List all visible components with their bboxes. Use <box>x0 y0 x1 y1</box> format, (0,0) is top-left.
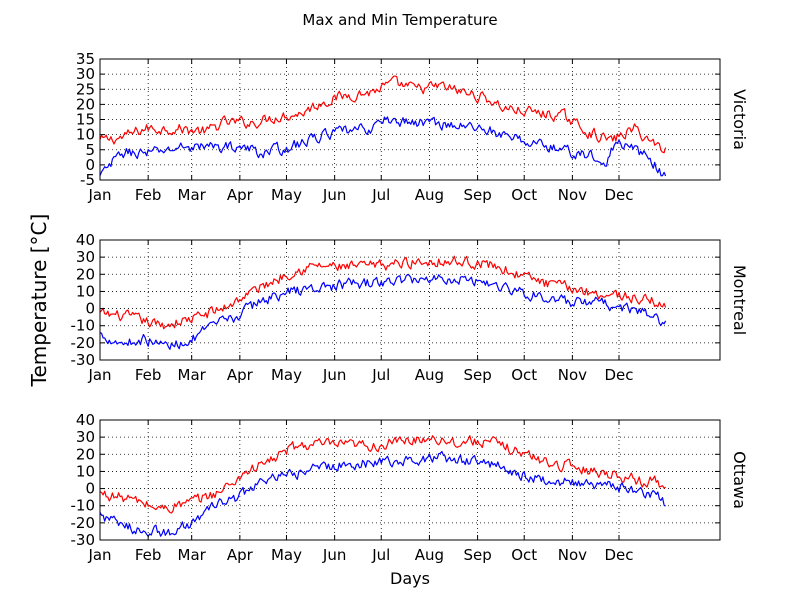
x-tick-label: Mar <box>178 186 207 204</box>
x-tick-label: Jun <box>322 186 346 204</box>
x-tick-label: Oct <box>511 366 537 384</box>
x-tick-label: Feb <box>135 546 162 564</box>
plot-frame <box>100 420 720 540</box>
x-tick-label: Jan <box>87 366 111 384</box>
series-max-temperature-line <box>100 256 666 329</box>
series-max-temperature-line <box>100 436 666 513</box>
y-tick-label: 35 <box>76 50 95 68</box>
x-tick-label: Jul <box>371 186 390 204</box>
x-tick-label: Oct <box>511 186 537 204</box>
x-tick-label: Aug <box>415 546 444 564</box>
y-tick-label: 0 <box>85 480 95 498</box>
y-tick-label: -10 <box>71 497 96 515</box>
panel-city-label: Victoria <box>730 89 749 150</box>
x-tick-label: Apr <box>227 366 254 384</box>
series-min-temperature-line <box>100 275 666 350</box>
plot-frame <box>100 240 720 360</box>
y-tick-label: 40 <box>76 411 95 429</box>
x-axis-label: Days <box>390 569 430 588</box>
y-tick-label: -20 <box>71 334 96 352</box>
x-tick-label: Sep <box>463 546 491 564</box>
y-axis-label: Temperature [°C] <box>27 214 51 388</box>
y-tick-label: 30 <box>76 248 95 266</box>
x-tick-label: Jul <box>371 546 390 564</box>
y-tick-label: 20 <box>76 445 95 463</box>
x-tick-label: Mar <box>178 546 207 564</box>
x-tick-label: Apr <box>227 186 254 204</box>
x-tick-label: Nov <box>558 366 587 384</box>
x-tick-label: Aug <box>415 186 444 204</box>
y-tick-label: -20 <box>71 514 96 532</box>
x-tick-label: Sep <box>463 186 491 204</box>
y-tick-label: 40 <box>76 231 95 249</box>
x-tick-label: Feb <box>135 186 162 204</box>
y-tick-label: 10 <box>76 462 95 480</box>
x-tick-label: May <box>271 186 302 204</box>
x-tick-label: Mar <box>178 366 207 384</box>
x-tick-label: Jan <box>87 186 111 204</box>
x-tick-label: Feb <box>135 366 162 384</box>
x-tick-label: May <box>271 366 302 384</box>
y-tick-label: 0 <box>85 300 95 318</box>
series-max-temperature-line <box>100 76 666 153</box>
x-tick-label: Dec <box>604 366 633 384</box>
panel-city-label: Ottawa <box>730 451 749 509</box>
x-tick-label: Jun <box>322 546 346 564</box>
x-tick-label: Sep <box>463 366 491 384</box>
x-tick-label: Aug <box>415 366 444 384</box>
x-tick-label: Nov <box>558 186 587 204</box>
x-tick-label: Nov <box>558 546 587 564</box>
series-min-temperature-line <box>100 452 666 537</box>
y-tick-label: 20 <box>76 265 95 283</box>
series-min-temperature-line <box>100 117 666 176</box>
chart-title: Max and Min Temperature <box>302 11 497 29</box>
y-tick-label: 30 <box>76 428 95 446</box>
x-tick-label: May <box>271 546 302 564</box>
y-tick-label: -10 <box>71 317 96 335</box>
x-tick-label: Jan <box>87 546 111 564</box>
x-tick-label: Dec <box>604 546 633 564</box>
x-tick-label: Jun <box>322 366 346 384</box>
x-tick-label: Oct <box>511 546 537 564</box>
x-tick-label: Apr <box>227 546 254 564</box>
y-tick-label: 10 <box>76 282 95 300</box>
x-tick-label: Jul <box>371 366 390 384</box>
x-tick-label: Dec <box>604 186 633 204</box>
panel-city-label: Montreal <box>730 265 749 335</box>
